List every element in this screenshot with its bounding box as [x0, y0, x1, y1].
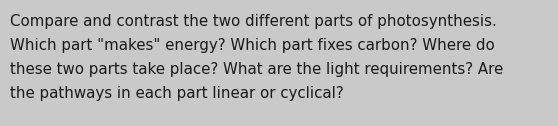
Text: these two parts take place? What are the light requirements? Are: these two parts take place? What are the…	[10, 62, 503, 77]
Text: Compare and contrast the two different parts of photosynthesis.: Compare and contrast the two different p…	[10, 14, 497, 29]
Text: the pathways in each part linear or cyclical?: the pathways in each part linear or cycl…	[10, 86, 344, 101]
Text: Which part "makes" energy? Which part fixes carbon? Where do: Which part "makes" energy? Which part fi…	[10, 38, 495, 53]
